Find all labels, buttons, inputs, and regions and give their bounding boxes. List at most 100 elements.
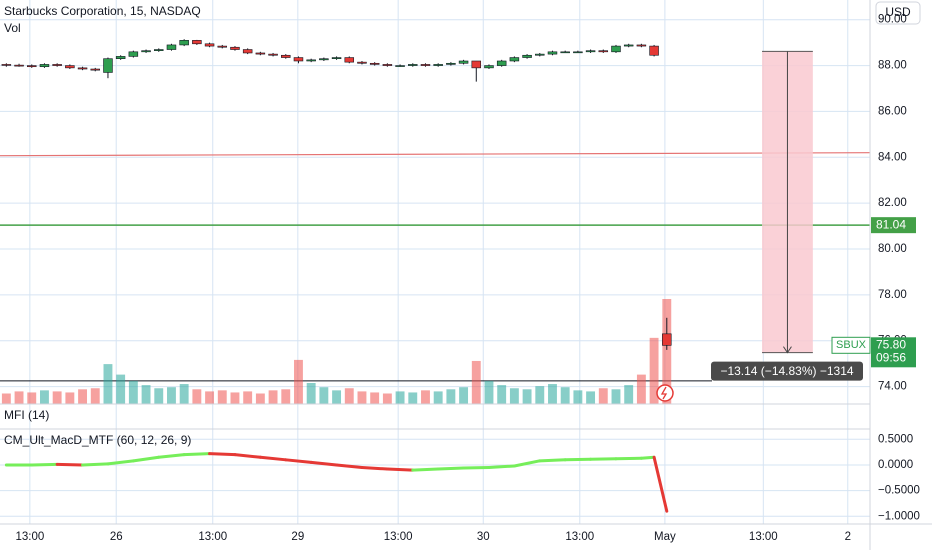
volume-bar	[421, 390, 430, 404]
pane-title: CM_Ult_MacD_MTF (60, 12, 26, 9)	[4, 433, 191, 447]
trend-line	[0, 152, 871, 157]
chart-title: Starbucks Corporation, 15, NASDAQ	[4, 4, 201, 18]
candle-body	[27, 65, 37, 68]
macd-segment	[182, 452, 212, 457]
macd-segment	[639, 455, 656, 460]
candle-body	[281, 54, 291, 58]
candle-body	[103, 58, 113, 73]
candle-body	[344, 57, 355, 63]
candle-body	[496, 60, 507, 66]
candle-body	[115, 56, 126, 59]
volume-bar	[649, 337, 659, 404]
volume-bar	[14, 391, 24, 404]
macd-segment	[652, 455, 669, 513]
y-tick-label: 74.00	[878, 381, 907, 393]
overlays: −13.14 (−14.83%) −1314 81.04 SBUX 75.8009:5…	[656, 50, 916, 402]
candle-body	[39, 64, 50, 68]
volume-bar	[167, 387, 176, 404]
candle-body	[357, 61, 367, 64]
volume-bar	[268, 390, 278, 404]
candle-body	[179, 40, 189, 46]
macd-segment	[233, 453, 262, 459]
candle-body	[649, 45, 659, 56]
price-label: 81.04	[876, 217, 906, 231]
volume-bar	[179, 384, 189, 404]
macd-segment	[106, 459, 135, 466]
volume-bar	[306, 383, 316, 404]
currency[interactable]: USD	[885, 5, 911, 19]
volume-bar	[586, 391, 596, 404]
volume-bar	[116, 374, 126, 404]
candle-body	[77, 67, 88, 70]
candle-body	[293, 57, 304, 62]
symbol-box	[831, 336, 871, 354]
last-price-box	[871, 337, 916, 368]
volume-bar	[611, 389, 621, 404]
volume-bar	[636, 374, 646, 404]
candle-body	[560, 51, 570, 54]
volume-bar	[230, 392, 240, 404]
volume-bar	[332, 390, 342, 404]
measure-label: −13.14 (−14.83%) −1314	[720, 364, 853, 378]
price-label-box	[871, 217, 916, 234]
macd-segment	[55, 462, 85, 467]
currency-button[interactable]	[875, 1, 921, 25]
volume-bar	[560, 387, 570, 404]
plot	[0, 39, 871, 513]
macd-segment	[309, 460, 339, 467]
volume-bar	[27, 392, 37, 404]
macd-segment	[614, 456, 643, 461]
volume-bar	[395, 391, 405, 404]
candle-body	[382, 64, 393, 66]
volume-bar	[103, 364, 113, 404]
macd-segment	[512, 459, 542, 468]
candle-body	[484, 65, 494, 69]
candle-body	[141, 50, 151, 53]
volume-bar	[319, 387, 329, 404]
macd-segment	[157, 453, 186, 459]
x-tick-label: 26	[110, 531, 123, 543]
macd-segment	[462, 466, 491, 470]
volume-bar	[344, 388, 354, 404]
candle-body	[522, 54, 532, 58]
countdown: 09:56	[876, 350, 906, 364]
volume-bar	[192, 389, 202, 404]
x-tick-label: 2	[845, 531, 851, 543]
y-tick-label: 82.00	[878, 197, 907, 209]
volume-bar	[40, 390, 49, 404]
volume-bar	[446, 389, 456, 404]
candle-body	[204, 43, 215, 47]
candle-body	[420, 64, 431, 66]
macd-segment	[335, 463, 364, 470]
macd-segment	[131, 455, 161, 463]
volume-bar	[548, 384, 557, 404]
x-tick-label: 30	[477, 531, 490, 543]
x-tick-label: 29	[291, 531, 304, 543]
candle-body	[306, 59, 316, 62]
volume-bar	[217, 390, 227, 404]
volume-bar	[497, 385, 507, 404]
y-tick-label: 0.0000	[878, 459, 913, 471]
y-tick-label: 78.00	[878, 289, 907, 301]
candle-body	[319, 58, 329, 61]
volume-bar	[408, 392, 418, 404]
candle-body	[573, 51, 583, 54]
volume-bar	[535, 386, 545, 404]
y-tick-label: 80.00	[878, 243, 907, 255]
candle-body	[242, 49, 253, 54]
macd-segment	[411, 467, 440, 472]
y-tick-label: −0.5000	[878, 485, 920, 497]
volume-bar	[154, 388, 164, 404]
volume-bar	[662, 299, 672, 404]
volume-bar	[78, 389, 87, 404]
volume-bar	[294, 359, 303, 404]
volume-bar	[484, 380, 494, 404]
candle-body	[458, 60, 469, 64]
candle-body	[395, 65, 405, 67]
volume-label: Vol	[4, 21, 21, 35]
candle-body	[636, 44, 647, 47]
volume-bar	[255, 393, 265, 404]
volume-bar	[459, 387, 469, 404]
macd-segment	[360, 466, 389, 471]
candle-body	[611, 45, 621, 53]
